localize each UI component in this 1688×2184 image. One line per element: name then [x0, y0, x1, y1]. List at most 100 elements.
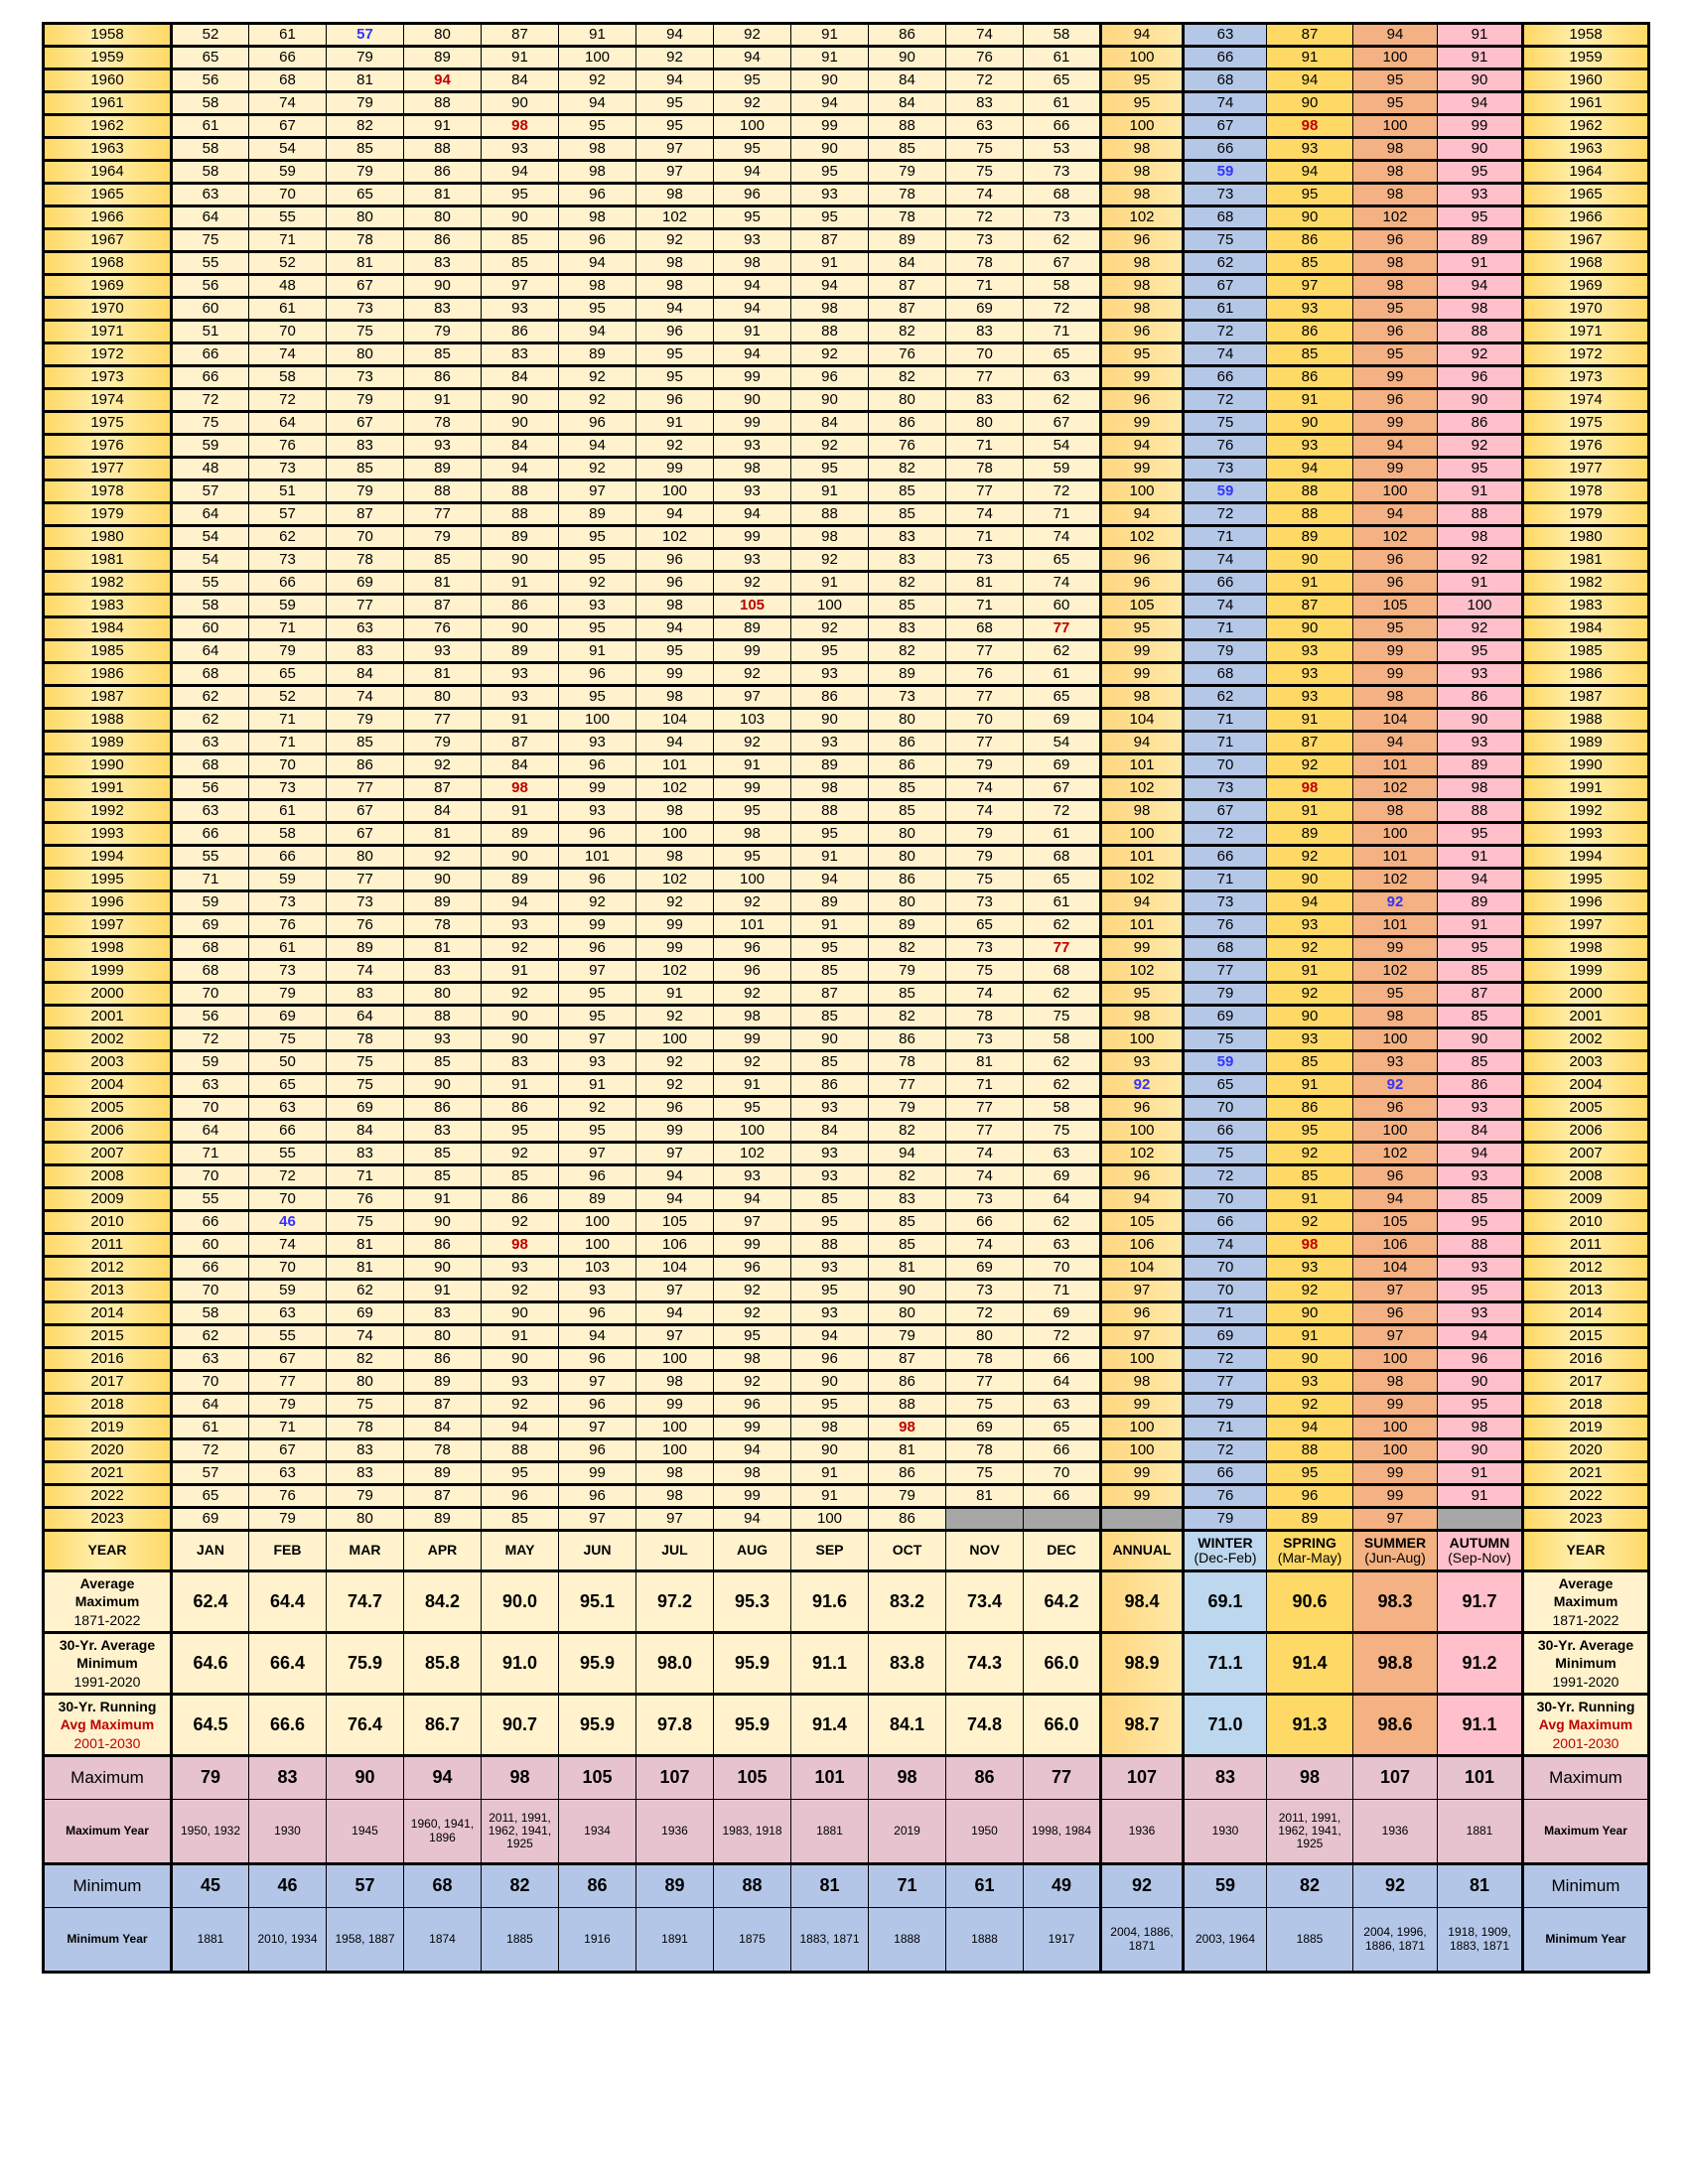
summary-value-apr: 85.8	[403, 1631, 482, 1695]
value-cell-mar: 62	[326, 1278, 404, 1302]
year-cell: 2019	[1521, 1415, 1649, 1439]
value-cell-nov: 66	[945, 1209, 1024, 1234]
value-cell-apr: 93	[403, 1026, 482, 1051]
year-row: 1966 64 55 80 80 90 98 102 95 95 78 72 73 102 68 90 102 9…	[43, 205, 1649, 229]
value-cell-sep: 89	[790, 889, 869, 914]
summary-value-feb: 66.6	[248, 1693, 327, 1756]
value-cell-jul: 100	[635, 1026, 714, 1051]
year-cell: 1991	[1521, 775, 1649, 800]
value-cell-jul: 98	[635, 1369, 714, 1394]
value-cell-jul: 95	[635, 113, 714, 138]
value-cell-may: 91	[481, 798, 559, 823]
column-header-label: WINTER	[1197, 1534, 1253, 1551]
value-cell-mar: 75	[326, 1072, 404, 1097]
value-cell-summer: 96	[1352, 387, 1438, 412]
value-cell-autumn: 89	[1437, 227, 1523, 252]
value-cell-winter: 68	[1182, 205, 1267, 229]
value-cell-sep: 91	[790, 570, 869, 595]
value-cell-winter: 77	[1182, 1369, 1267, 1394]
year-cell: 2004	[43, 1072, 172, 1097]
value-cell-jul: 102	[635, 775, 714, 800]
year-cell: 2005	[1521, 1095, 1649, 1120]
value-cell-summer: 95	[1352, 68, 1438, 92]
value-cell-jan: 70	[170, 981, 249, 1006]
value-cell-feb: 61	[248, 935, 327, 960]
record-value-may: 1885	[481, 1907, 559, 1973]
value-cell-jun: 94	[558, 319, 636, 343]
summary-label-line: 1871-2022	[1552, 1611, 1619, 1628]
summary-value-feb: 64.4	[248, 1570, 327, 1633]
value-cell-apr: 77	[403, 501, 482, 526]
value-cell-dec: 69	[1023, 752, 1101, 777]
value-cell-apr: 91	[403, 1278, 482, 1302]
value-cell-annual: 100	[1099, 45, 1184, 69]
value-cell-annual: 96	[1099, 1163, 1184, 1188]
value-cell-nov: 74	[945, 1141, 1024, 1165]
summary-value-winter: 69.1	[1182, 1570, 1267, 1633]
value-cell-may: 94	[481, 1415, 559, 1439]
value-cell-spring: 93	[1266, 684, 1353, 709]
value-cell-apr: 89	[403, 1506, 482, 1531]
value-cell-jan: 63	[170, 798, 249, 823]
value-cell-spring: 85	[1266, 1049, 1353, 1074]
value-cell-apr: 89	[403, 456, 482, 480]
value-cell-feb: 66	[248, 45, 327, 69]
value-cell-jun: 96	[558, 935, 636, 960]
value-cell-sep: 90	[790, 1437, 869, 1462]
value-cell-dec: 61	[1023, 889, 1101, 914]
year-cell: 1994	[43, 844, 172, 869]
value-cell-oct: 86	[868, 1026, 946, 1051]
year-row: 2023 69 79 80 89 85 97 97 94 100 86 79 89 97 2023	[43, 1506, 1649, 1531]
value-cell-jun: 97	[558, 478, 636, 503]
value-cell-may: 83	[481, 1049, 559, 1074]
value-cell-summer: 96	[1352, 1300, 1438, 1325]
summary-value-jul: 98.0	[635, 1631, 714, 1695]
value-cell-oct: 86	[868, 22, 946, 47]
record-value-aug: 105	[713, 1754, 791, 1800]
value-cell-autumn: 91	[1437, 1483, 1523, 1508]
value-cell-apr: 90	[403, 273, 482, 298]
value-cell-autumn: 92	[1437, 433, 1523, 458]
column-header-sub: (Dec-Feb)	[1194, 1550, 1257, 1566]
value-cell-annual: 96	[1099, 1095, 1184, 1120]
value-cell-oct: 80	[868, 821, 946, 846]
summary-label-line: 30-Yr. Average	[1537, 1637, 1634, 1654]
summary-value-winter: 71.1	[1182, 1631, 1267, 1695]
value-cell-apr: 88	[403, 90, 482, 115]
year-cell: 2017	[43, 1369, 172, 1394]
value-cell-jan: 66	[170, 1255, 249, 1280]
value-cell-spring: 96	[1266, 1483, 1353, 1508]
value-cell-dec: 58	[1023, 1095, 1101, 1120]
value-cell-jan: 63	[170, 730, 249, 754]
value-cell-winter: 61	[1182, 296, 1267, 321]
value-cell-jul: 100	[635, 1346, 714, 1371]
value-cell-jun: 95	[558, 684, 636, 709]
value-cell-winter: 79	[1182, 638, 1267, 663]
value-cell-nov: 71	[945, 1072, 1024, 1097]
year-row: 2022 65 76 79 87 96 96 98 99 91 79 81 66 99 76 96 99 91 20…	[43, 1483, 1649, 1508]
value-cell-jan: 68	[170, 752, 249, 777]
value-cell-mar: 67	[326, 410, 404, 435]
value-cell-oct: 83	[868, 1186, 946, 1211]
record-row: Maximum 79 83 90 94 98 105 107 105 101 98 86 77 107 83…	[43, 1754, 1649, 1800]
record-value-spring: 98	[1266, 1754, 1353, 1800]
summary-value-jul: 97.8	[635, 1693, 714, 1756]
year-row: 1997 69 76 76 78 93 99 99 101 91 89 65 62 101 76 93 101 9…	[43, 912, 1649, 937]
value-cell-jul: 99	[635, 1118, 714, 1143]
value-cell-spring: 88	[1266, 501, 1353, 526]
year-cell: 2005	[43, 1095, 172, 1120]
value-cell-may: 92	[481, 1278, 559, 1302]
value-cell-aug: 95	[713, 844, 791, 869]
value-cell-summer: 100	[1352, 478, 1438, 503]
value-cell-jan: 60	[170, 296, 249, 321]
value-cell-jul: 100	[635, 1437, 714, 1462]
value-cell-aug: 94	[713, 1506, 791, 1531]
year-cell: 2022	[1521, 1483, 1649, 1508]
value-cell-sep: 88	[790, 1232, 869, 1257]
year-cell: 1995	[1521, 867, 1649, 891]
value-cell-autumn: 88	[1437, 798, 1523, 823]
value-cell-summer: 92	[1352, 889, 1438, 914]
value-cell-jul: 97	[635, 159, 714, 184]
value-cell-aug: 99	[713, 775, 791, 800]
value-cell-sep: 92	[790, 615, 869, 640]
